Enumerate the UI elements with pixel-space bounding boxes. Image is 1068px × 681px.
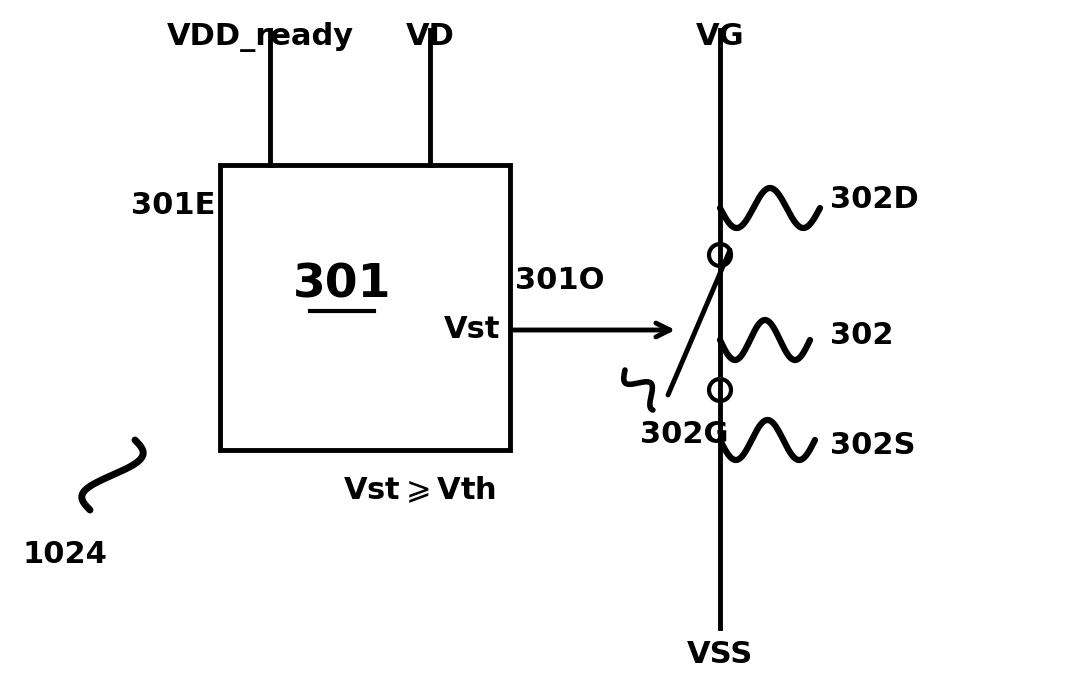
Text: VG: VG	[695, 22, 744, 51]
Text: 302D: 302D	[830, 185, 918, 215]
Text: 301E: 301E	[130, 191, 215, 219]
Text: Vst$\geqslant$Vth: Vst$\geqslant$Vth	[344, 475, 497, 505]
Text: VSS: VSS	[687, 640, 753, 669]
Text: 302S: 302S	[830, 430, 915, 460]
Text: VDD_ready: VDD_ready	[167, 22, 354, 52]
Text: Vst: Vst	[443, 315, 500, 345]
Text: 302: 302	[830, 321, 894, 349]
Text: 1024: 1024	[22, 540, 108, 569]
Bar	[220, 165, 511, 450]
Text: 302G: 302G	[640, 420, 728, 449]
Text: 301O: 301O	[515, 266, 604, 295]
Text: 301: 301	[293, 262, 391, 307]
Text: VD: VD	[406, 22, 455, 51]
